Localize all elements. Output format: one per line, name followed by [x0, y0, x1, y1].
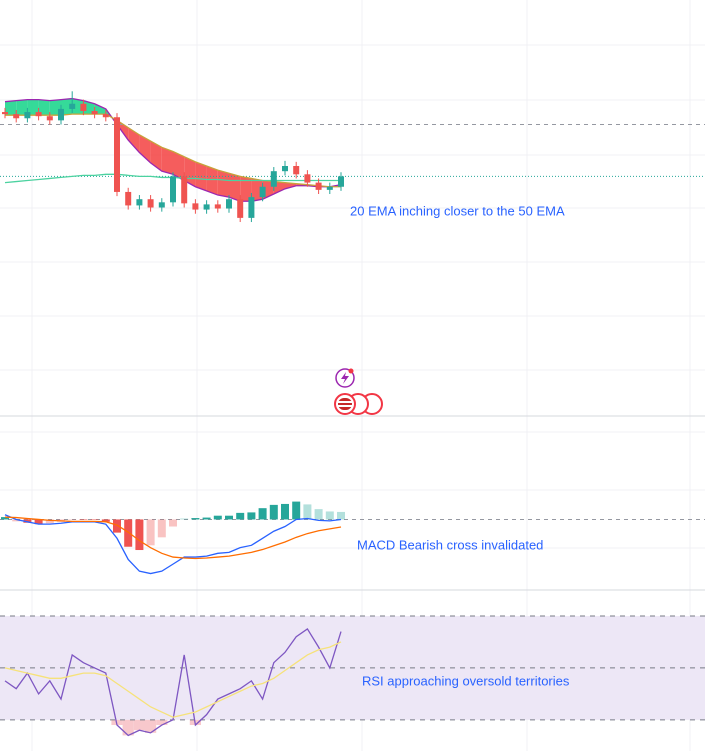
candle-body: [158, 202, 165, 208]
candle-body: [259, 186, 266, 198]
histogram-bar: [213, 515, 222, 520]
candle-body: [2, 112, 8, 115]
ema-cloud: [285, 182, 297, 189]
candle-body: [338, 176, 344, 187]
indicator-line: [4, 641, 342, 718]
histogram-bar: [269, 504, 278, 520]
histogram-bar: [337, 511, 345, 520]
histogram-bar: [258, 508, 267, 520]
histogram-bar: [314, 509, 323, 520]
candle-body: [181, 176, 188, 204]
histogram-bar: [12, 519, 21, 522]
candle-body: [293, 166, 300, 175]
candle-body: [270, 171, 277, 187]
histogram-bar: [146, 519, 155, 546]
candle-body: [248, 197, 255, 218]
candle-body: [203, 204, 210, 210]
histogram-bar: [303, 504, 312, 520]
histogram-bar: [281, 503, 289, 520]
oversold-fill: [156, 719, 168, 726]
annotation: 20 EMA inching closer to the 50 EMA: [350, 203, 565, 218]
histogram-bar: [45, 519, 54, 524]
oversold-fill: [145, 719, 157, 733]
histogram-bar: [292, 501, 301, 520]
annotation: MACD Bearish cross invalidated: [357, 537, 543, 552]
oversold-fill: [122, 719, 134, 736]
ema-cloud: [240, 176, 252, 202]
ema-cloud: [16, 99, 28, 116]
candle-body: [114, 117, 120, 192]
candle-body: [237, 199, 244, 218]
candle-body: [69, 103, 76, 109]
dot: [348, 368, 354, 374]
histogram-bar: [247, 512, 256, 520]
ema-cloud: [150, 141, 162, 172]
histogram-bar: [1, 517, 9, 520]
ema-cloud: [27, 99, 39, 116]
ema-cloud: [128, 127, 140, 153]
ema-cloud: [206, 166, 218, 196]
histogram-bar: [34, 519, 43, 525]
histogram-bar: [101, 519, 110, 522]
candle-body: [214, 204, 221, 209]
oversold-fill: [133, 719, 145, 731]
ema-cloud: [139, 134, 151, 163]
histogram-bar: [169, 519, 177, 527]
candle-body: [125, 191, 132, 206]
indicator-line: [4, 516, 342, 560]
histogram-bar: [124, 519, 133, 547]
candle-body: [80, 103, 87, 112]
indicator-line: [4, 514, 342, 575]
candle-body: [46, 116, 53, 121]
candle-body: [304, 174, 311, 183]
candle-body: [58, 108, 64, 121]
candle-body: [282, 166, 288, 172]
annotation: RSI approaching oversold territories: [362, 673, 570, 688]
candle-body: [170, 176, 176, 203]
candle-body: [147, 199, 154, 208]
candle-body: [24, 112, 31, 119]
histogram-bar: [113, 519, 121, 533]
candle-body: [35, 112, 42, 117]
flag-stripe: [338, 401, 352, 403]
histogram-bar: [225, 515, 233, 520]
ema-cloud: [5, 100, 17, 116]
candle-body: [192, 203, 199, 210]
histogram-bar: [135, 519, 144, 551]
histogram-bar: [236, 512, 245, 520]
bolt: [341, 372, 349, 384]
candle-body: [226, 199, 232, 209]
histogram-bar: [325, 511, 334, 520]
ema-cloud: [217, 170, 229, 198]
histogram-bar: [180, 518, 189, 520]
event-icons: [334, 368, 383, 415]
histogram-bar: [23, 519, 32, 523]
indicator-line: [4, 628, 342, 737]
histogram-bar: [157, 519, 166, 538]
histogram-bar: [202, 517, 211, 520]
candle-body: [315, 182, 322, 190]
candle-body: [13, 114, 20, 119]
ema-cloud: [38, 99, 50, 116]
candle-body: [91, 111, 98, 115]
histogram-bar: [191, 518, 200, 520]
candle-body: [136, 199, 143, 206]
candle-body: [326, 186, 333, 190]
ema-cloud: [173, 151, 185, 181]
flag-stripe: [338, 405, 352, 407]
flag: [338, 398, 352, 410]
candle-body: [102, 114, 109, 118]
ema-cloud: [161, 147, 173, 175]
